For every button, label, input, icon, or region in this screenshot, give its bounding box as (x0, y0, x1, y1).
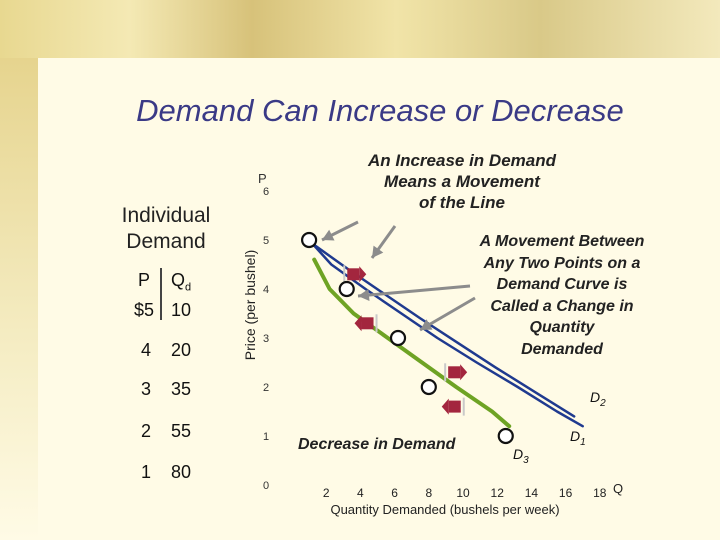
x-tick-label: 6 (391, 486, 398, 500)
shift-arrow-body (448, 400, 461, 413)
table-divider (160, 268, 162, 320)
y-tick-label: 4 (263, 284, 269, 296)
table-quantity-cell: 20 (171, 340, 192, 360)
shift-arrow-body (361, 317, 374, 330)
x-tick-label: 12 (491, 486, 505, 500)
table-header-quantity-letter: Q (171, 270, 186, 290)
slide-title: Demand Can Increase or Decrease (136, 93, 624, 128)
shift-arrow-left (441, 397, 465, 416)
y-tick-label: 2 (263, 382, 269, 394)
curve-label-d3: D3 (513, 446, 529, 466)
table-header-quantity: Qd (171, 270, 211, 294)
annotation-line: Any Two Points on a (483, 254, 641, 272)
curve-label-d2: D2 (590, 389, 606, 409)
x-tick-label: 8 (425, 486, 432, 500)
individual-demand-title: Individual Demand (102, 203, 230, 255)
decorative-banner (0, 0, 720, 58)
table-quantity-cell: 35 (171, 379, 192, 399)
shift-arrow-left (354, 314, 378, 333)
demand-curve-d3 (312, 257, 512, 429)
shift-arrow-body (448, 366, 461, 379)
demand-point (338, 280, 355, 298)
shift-arrow-tip (359, 266, 367, 283)
annotation-line: Quantity (529, 319, 595, 337)
x-tick-label: 4 (357, 486, 364, 500)
x-tick-label: 14 (525, 486, 539, 500)
table-header-price: P (137, 270, 150, 290)
shift-arrow-right (343, 265, 367, 284)
table-header-quantity-sub: d (185, 281, 192, 294)
table-price-cell: 4 (140, 340, 151, 360)
shift-arrow-body (347, 268, 360, 281)
table-quantity-cell: 10 (171, 300, 192, 320)
x-axis-letter: Q (613, 481, 623, 496)
x-tick-label: 18 (593, 486, 607, 500)
shift-arrow-tip (460, 364, 468, 381)
decorative-left-strip (0, 58, 38, 540)
annotation-arrow-head (420, 319, 433, 330)
table-price-cell: 3 (140, 379, 151, 399)
annotation-arrow-head (372, 245, 384, 258)
decrease-in-demand-label: Decrease in Demand (298, 436, 457, 453)
annotation-line: Demanded (521, 340, 603, 358)
table-price-cell: 1 (140, 462, 151, 482)
movement-between-annotation: A Movement Between Any Two Points on a D… (462, 231, 662, 361)
y-tick-label: 0 (263, 480, 269, 492)
annotation-line: Means a Movement (384, 172, 540, 191)
x-axis-label: Quantity Demanded (bushels per week) (330, 502, 559, 517)
shift-arrow-tip (354, 315, 362, 332)
y-tick-label: 5 (263, 235, 269, 247)
y-tick-label: 6 (263, 186, 269, 198)
annotation-line: Called a Change in (490, 297, 634, 315)
demand-curve-d1 (307, 238, 584, 428)
demand-point (497, 427, 514, 445)
shift-arrow-right (444, 363, 468, 382)
annotation-line: An Increase in Demand (367, 151, 556, 170)
movement-of-line-annotation: An Increase in Demand Means a Movement o… (342, 150, 582, 213)
y-tick-label: 3 (263, 333, 269, 345)
annotation-line: of the Line (419, 193, 505, 212)
individual-demand-title-line1: Individual (121, 204, 211, 227)
individual-demand-title-line2: Demand (126, 230, 206, 253)
annotation-arrow-head (322, 229, 335, 241)
annotation-arrow-head (358, 289, 370, 301)
annotation-arrow (357, 284, 471, 298)
annotation-line: Demand Curve is (496, 276, 628, 294)
x-tick-label: 2 (323, 486, 330, 500)
table-price-cell: $5 (133, 300, 155, 320)
table-quantity-cell: 80 (171, 462, 192, 482)
demand-point (389, 329, 407, 347)
x-tick-label: 10 (456, 486, 470, 500)
curve-label-d1: D1 (570, 428, 586, 448)
demand-point (301, 231, 318, 249)
x-tick-label: 16 (559, 486, 573, 500)
shift-arrow-tip (441, 398, 449, 415)
y-tick-label: 1 (263, 431, 269, 443)
y-axis-letter: P (258, 171, 267, 186)
demand-point (420, 378, 437, 396)
annotation-line: A Movement Between (479, 233, 645, 250)
table-quantity-cell: 55 (171, 421, 192, 441)
table-price-cell: 2 (140, 421, 151, 441)
